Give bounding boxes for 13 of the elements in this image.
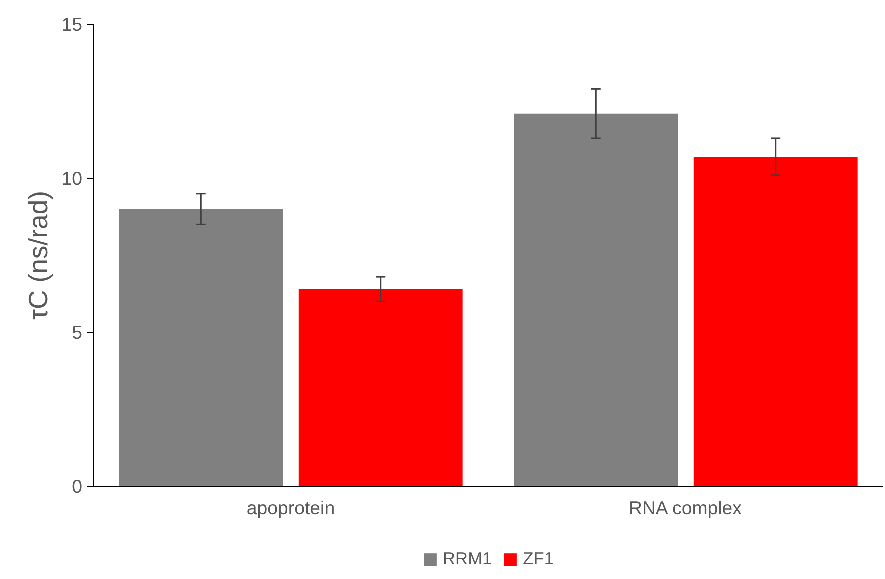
legend-label: ZF1 (523, 548, 554, 570)
y-axis-title: τC (ns/rad) (24, 190, 54, 320)
bar (119, 209, 284, 486)
bar (514, 114, 678, 486)
y-tick-label: 10 (62, 168, 83, 189)
bar (298, 289, 463, 486)
y-tick-label: 0 (72, 476, 83, 497)
y-tick-label: 15 (62, 14, 83, 35)
legend-label: RRM1 (443, 548, 492, 570)
y-tick-label: 5 (72, 322, 83, 343)
x-tick-label: RNA complex (628, 498, 743, 518)
x-tick-label: apoprotein (246, 498, 336, 518)
bar (694, 156, 858, 486)
